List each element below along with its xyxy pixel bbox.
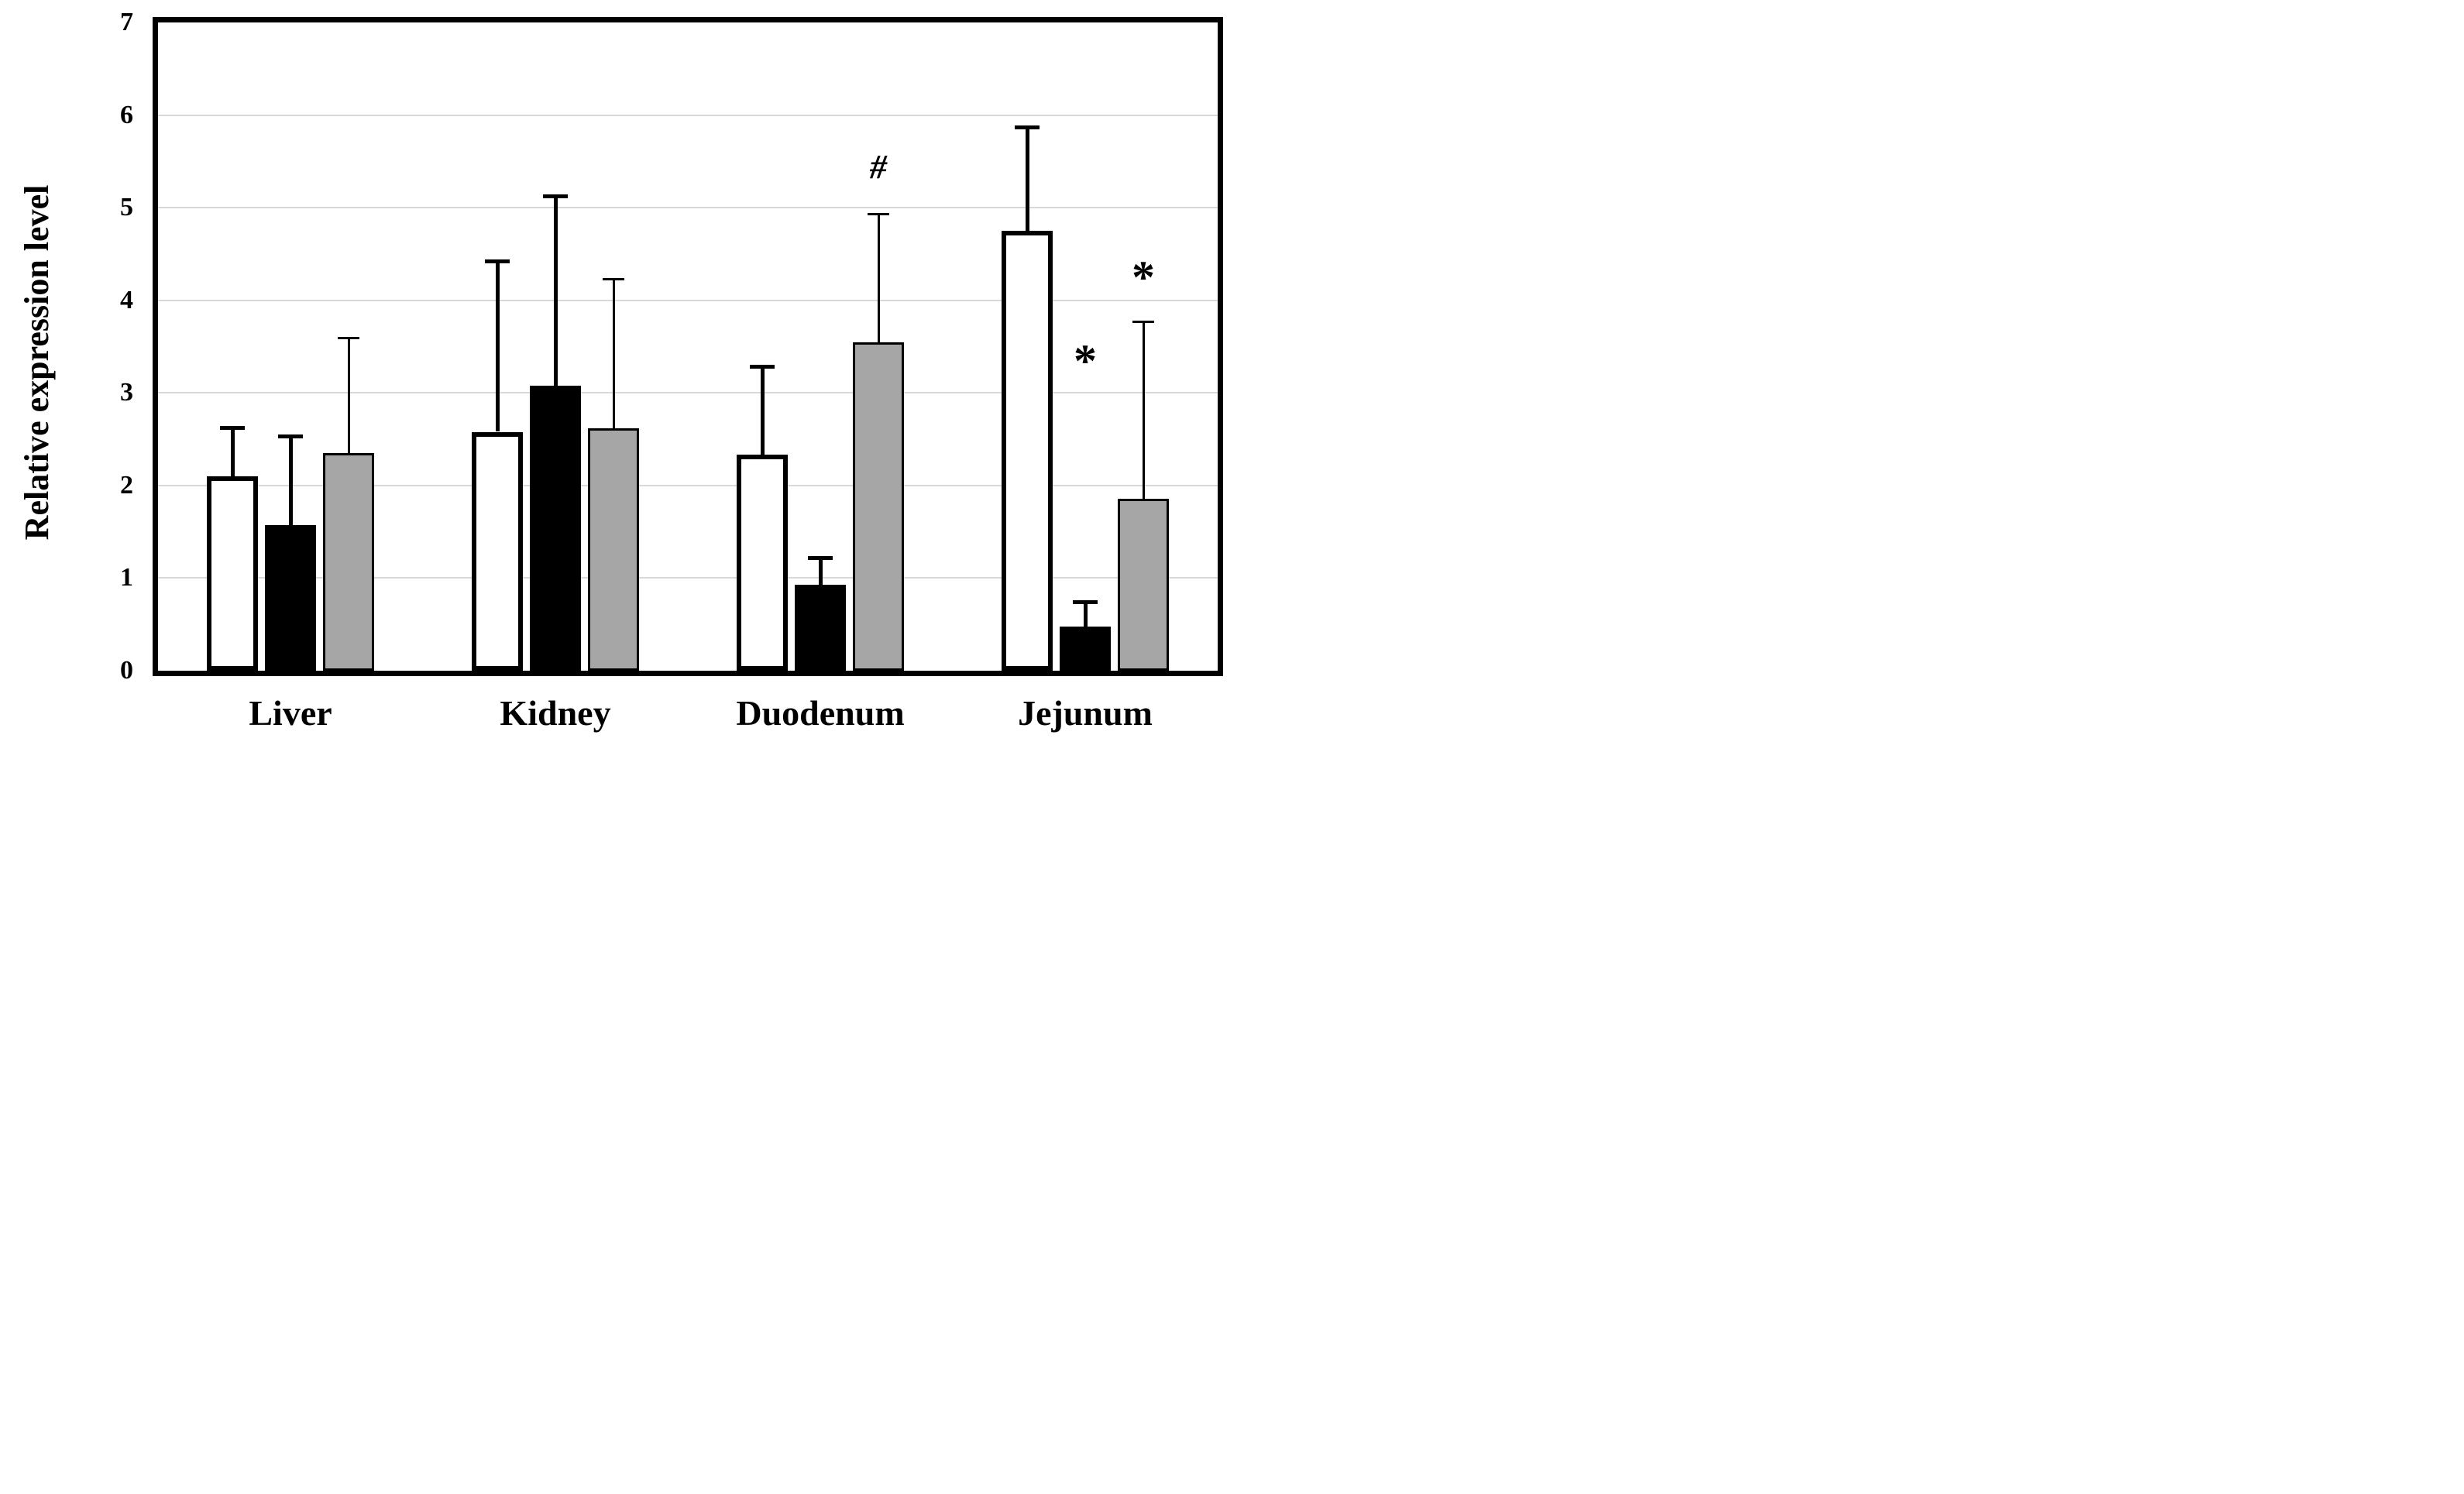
gray-bar-series-liver bbox=[323, 453, 374, 671]
error-bar-white-bar-series-duodenum bbox=[760, 366, 765, 455]
error-bar-black-bar-series-liver bbox=[288, 436, 293, 526]
white-bar-series-jejunum bbox=[1002, 231, 1053, 671]
error-bar-white-bar-series-liver bbox=[230, 428, 235, 476]
gray-bar-series-duodenum bbox=[853, 342, 904, 671]
error-bar-gray-bar-series-liver bbox=[347, 338, 350, 453]
gridline-y4 bbox=[158, 299, 1218, 301]
bar-chart-figure: Relative expression level # * * 0 1 2 3 4 5 6 7 Liv… bbox=[0, 0, 1232, 747]
error-bar-gray-bar-series-kidney bbox=[612, 279, 615, 428]
category-label-duodenum: Duodenum bbox=[736, 693, 905, 733]
error-bar-black-bar-series-jejunum bbox=[1083, 602, 1088, 627]
y-tick-label-6: 6 bbox=[120, 100, 133, 129]
black-bar-series-liver bbox=[265, 525, 316, 671]
y-axis-title: Relative expression level bbox=[18, 184, 56, 540]
error-bar-gray-bar-series-jejunum bbox=[1142, 321, 1145, 499]
gray-bar-series-kidney bbox=[588, 428, 639, 671]
significance-annotation-duodenum: # bbox=[870, 148, 887, 187]
error-cap-black-bar-series-kidney bbox=[543, 194, 568, 199]
y-tick-label-2: 2 bbox=[120, 470, 133, 500]
error-cap-black-bar-series-duodenum bbox=[808, 555, 833, 560]
y-tick-label-0: 0 bbox=[120, 656, 133, 685]
error-cap-black-bar-series-liver bbox=[278, 434, 303, 438]
error-cap-gray-bar-series-jejunum bbox=[1132, 320, 1154, 323]
error-cap-white-bar-series-jejunum bbox=[1015, 125, 1040, 129]
gridline-y1 bbox=[158, 577, 1218, 579]
error-bar-black-bar-series-kidney bbox=[553, 196, 558, 386]
gridline-y3 bbox=[158, 392, 1218, 394]
black-bar-series-jejunum bbox=[1060, 626, 1111, 671]
gridline-y2 bbox=[158, 484, 1218, 486]
significance-annotation-jejunum: * bbox=[1132, 251, 1155, 303]
y-tick-label-5: 5 bbox=[120, 193, 133, 222]
error-cap-white-bar-series-duodenum bbox=[750, 365, 775, 369]
category-label-kidney: Kidney bbox=[500, 693, 611, 733]
y-tick-label-7: 7 bbox=[120, 8, 133, 36]
white-bar-series-duodenum bbox=[737, 455, 788, 671]
error-cap-gray-bar-series-duodenum bbox=[868, 213, 889, 215]
y-tick-label-1: 1 bbox=[120, 563, 133, 592]
error-bar-black-bar-series-duodenum bbox=[818, 558, 823, 585]
white-bar-series-kidney bbox=[472, 431, 523, 671]
y-tick-label-4: 4 bbox=[120, 285, 133, 314]
white-bar-series-liver bbox=[207, 476, 258, 671]
error-cap-black-bar-series-jejunum bbox=[1073, 600, 1098, 605]
category-label-liver: Liver bbox=[249, 693, 332, 733]
error-cap-gray-bar-series-kidney bbox=[603, 277, 624, 280]
error-cap-white-bar-series-kidney bbox=[485, 259, 510, 263]
gray-bar-series-jejunum bbox=[1118, 498, 1169, 671]
category-label-jejunum: Jejunum bbox=[1018, 693, 1153, 733]
black-bar-series-duodenum bbox=[795, 584, 846, 671]
error-cap-gray-bar-series-liver bbox=[338, 337, 359, 340]
error-bar-gray-bar-series-duodenum bbox=[877, 214, 880, 342]
error-bar-white-bar-series-kidney bbox=[495, 261, 500, 432]
gridline-y6 bbox=[158, 114, 1218, 116]
error-bar-white-bar-series-jejunum bbox=[1025, 127, 1029, 232]
significance-annotation-jejunum: * bbox=[1074, 335, 1097, 386]
black-bar-series-kidney bbox=[530, 385, 581, 671]
y-tick-label-3: 3 bbox=[120, 378, 133, 407]
gridline-y5 bbox=[158, 207, 1218, 209]
error-cap-white-bar-series-liver bbox=[220, 426, 245, 431]
